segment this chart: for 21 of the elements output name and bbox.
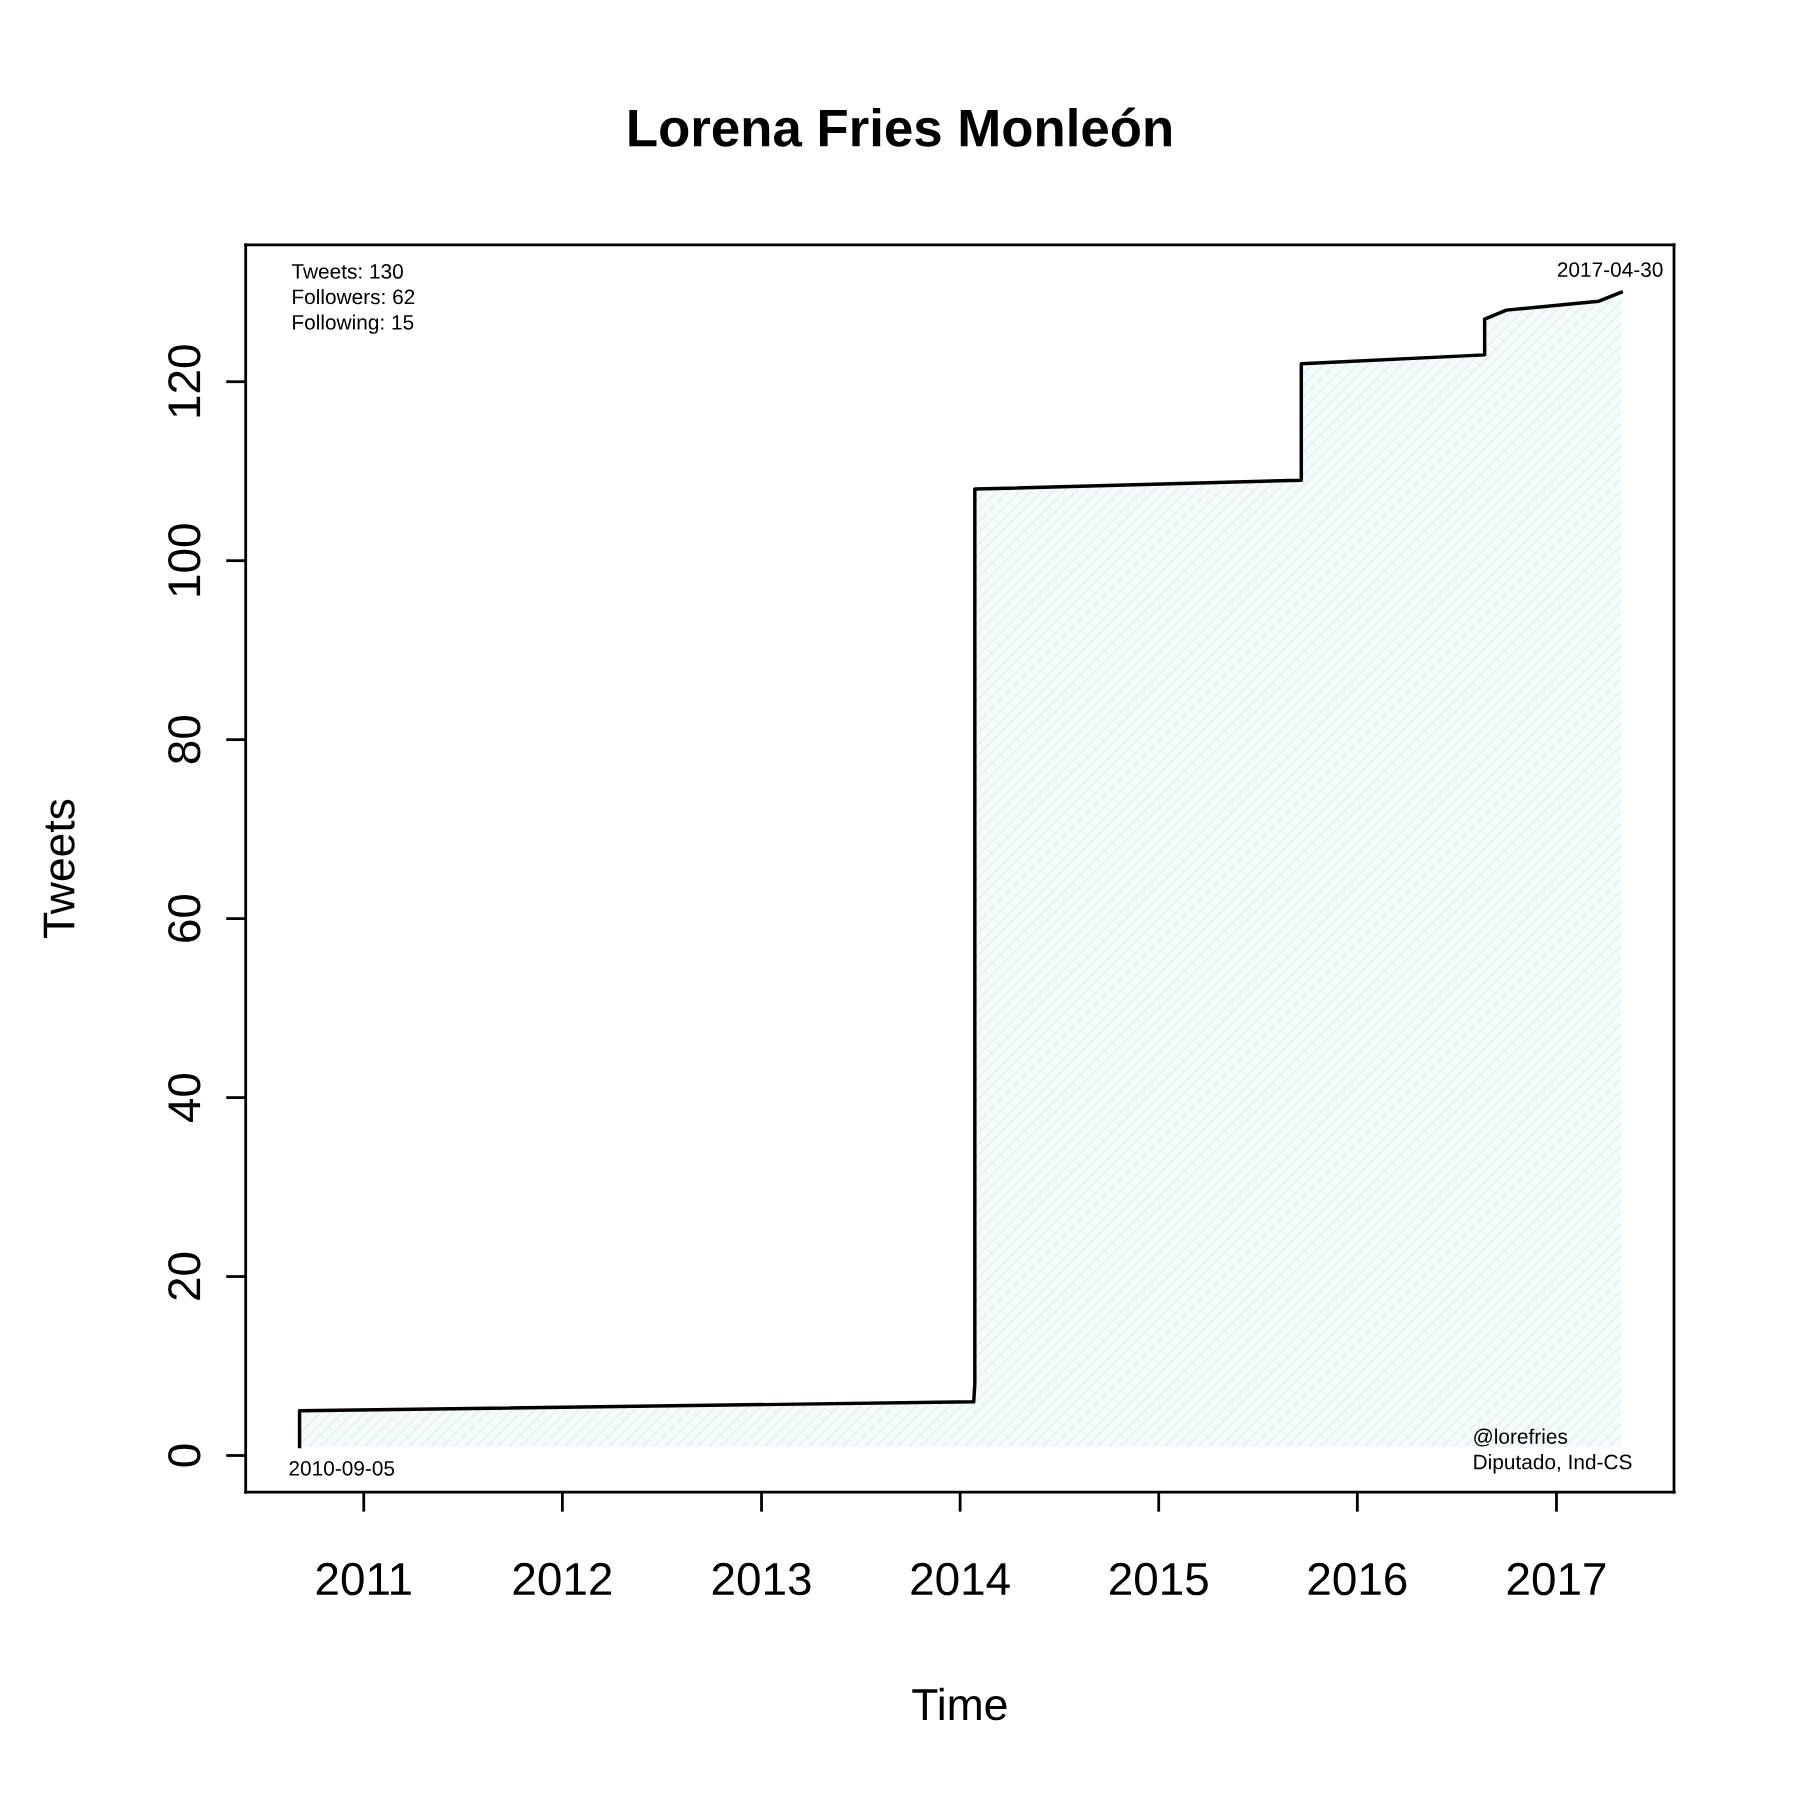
annotation: Tweets: 130 Followers: 62 Following: 15 — [291, 264, 415, 334]
y-tick-label: 20 — [168, 1252, 201, 1300]
x-tick-label: 2015 — [1110, 1562, 1208, 1596]
x-tick-label: 2016 — [1308, 1562, 1407, 1596]
chart-title: Lorena Fries Monleón — [629, 107, 1171, 147]
x-tick-label: 2012 — [513, 1562, 612, 1596]
x-tick-label: 2017 — [1507, 1562, 1606, 1596]
y-tick-label: 0 — [168, 1444, 201, 1467]
x-tick-label: 2011 — [316, 1562, 411, 1596]
annotation: @lorefries Diputado, Ind-CS — [1474, 1428, 1632, 1474]
x-tick-label: 2014 — [911, 1562, 1010, 1596]
annotation: 2010-09-05 — [289, 1461, 395, 1476]
y-tick-label: 40 — [168, 1073, 201, 1123]
y-tick-label: 100 — [168, 524, 201, 596]
y-tick-label: 120 — [168, 345, 201, 417]
y-axis-title: Tweets — [43, 799, 75, 938]
x-tick-label: 2013 — [712, 1562, 811, 1596]
y-tick-label: 60 — [168, 894, 201, 942]
y-tick-label: 80 — [168, 715, 201, 764]
annotation: 2017-04-30 — [1557, 262, 1663, 277]
x-axis-title: Time — [912, 1687, 1007, 1721]
